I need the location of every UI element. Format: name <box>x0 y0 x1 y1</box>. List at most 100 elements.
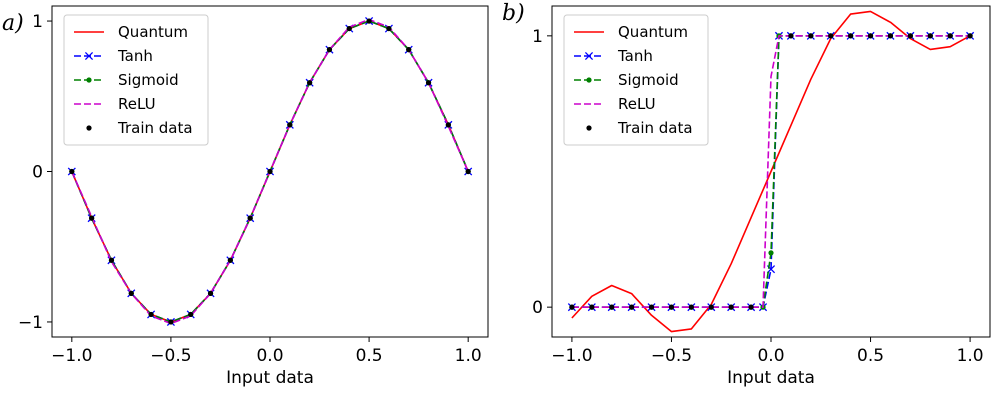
y-tick-label: 1 <box>32 12 43 32</box>
series-train-data-point <box>967 33 973 39</box>
legend-item-relu: ReLU <box>74 95 156 113</box>
series-train-data-point <box>445 122 451 128</box>
y-tick-label: 0 <box>32 163 43 183</box>
x-tick-label: 0.0 <box>757 346 784 366</box>
series-relu <box>571 34 971 309</box>
series-train-data-point <box>708 304 714 310</box>
legend-item-tanh: Tanh <box>74 47 153 65</box>
legend-marker-train-data <box>586 125 592 131</box>
legend-marker-sigmoid <box>86 77 92 83</box>
series-train-data-point <box>287 122 293 128</box>
series-train-data-point <box>188 311 194 318</box>
series-train-data-point <box>247 215 253 221</box>
series-train-data-point <box>346 25 352 32</box>
series-train-data-point <box>589 304 595 310</box>
legend-box <box>63 14 209 146</box>
series-train-data-point <box>89 215 95 221</box>
series-train-data-point <box>386 25 392 32</box>
x-tick-label: 1.0 <box>957 346 984 366</box>
panel-0: −1.0 −0.5 0.0 0.5 1.0 −1 0 1 Input data a) Quantum… <box>2 5 489 388</box>
series-train-data-point <box>148 311 154 318</box>
series-train-data-point <box>406 47 412 53</box>
legend-marker-train-data <box>86 125 92 131</box>
series-quantum <box>571 10 971 333</box>
series-quantum-line <box>571 10 971 333</box>
series-train-data-point <box>848 33 854 39</box>
legend-label-relu: ReLU <box>618 95 656 113</box>
legend-label-relu: ReLU <box>118 95 156 113</box>
x-tick-label: 0.5 <box>857 346 884 366</box>
series-train-data-point <box>867 33 874 39</box>
series-relu-line <box>571 34 971 309</box>
legend-item-train-data: Train data <box>86 119 193 137</box>
x-tick-label: −0.5 <box>651 346 692 366</box>
x-tick-label: −1.0 <box>51 346 92 366</box>
series-train-data-point <box>569 304 575 310</box>
series-train-data-point <box>728 304 734 310</box>
legend-marker-tanh <box>84 51 94 61</box>
series-train-data-point <box>907 33 913 39</box>
legend-label-tanh: Tanh <box>117 47 153 65</box>
y-tick-label: 1 <box>532 27 543 47</box>
x-tick-label: 0.5 <box>356 346 383 366</box>
legend-label-train-data: Train data <box>117 119 193 137</box>
legend-marker-sigmoid <box>586 77 592 83</box>
x-tick-label: −1.0 <box>551 346 592 366</box>
legend-label-sigmoid: Sigmoid <box>618 71 679 89</box>
series-train-data-point <box>788 33 794 39</box>
series-train-data-point <box>609 304 615 310</box>
series-train-data-point <box>326 47 333 53</box>
legend: Quantum Tanh Sigmoid ReLU Train data <box>563 14 709 146</box>
legend-item-quantum: Quantum <box>74 23 188 41</box>
series-train-data-point <box>465 168 471 175</box>
y-tick-label: −1 <box>18 313 43 333</box>
series-train-data-point <box>688 304 694 310</box>
series-train-data-point <box>108 257 115 263</box>
legend-label-sigmoid: Sigmoid <box>118 71 179 89</box>
series-train-data-point <box>927 33 933 39</box>
series-train-data-point <box>366 18 372 24</box>
series-train-data-point <box>629 304 635 310</box>
legend-box <box>563 14 709 146</box>
series-train-data-point <box>267 168 273 175</box>
series-train-data-point <box>207 290 214 296</box>
legend-item-relu: ReLU <box>574 95 656 113</box>
panel-label: a) <box>2 11 24 36</box>
x-tick-label: 1.0 <box>455 346 482 366</box>
legend-label-train-data: Train data <box>617 119 693 137</box>
legend: Quantum Tanh Sigmoid ReLU Train data <box>63 14 209 146</box>
x-axis-label: Input data <box>727 368 815 388</box>
series-train-data-point <box>168 319 174 325</box>
panel-1-plot-area <box>567 10 975 333</box>
legend-item-tanh: Tanh <box>574 47 653 65</box>
series-train-data-point <box>748 304 754 310</box>
panel-label: b) <box>502 1 525 26</box>
legend-item-train-data: Train data <box>586 119 693 137</box>
legend-item-sigmoid: Sigmoid <box>74 71 179 89</box>
y-tick-label: 0 <box>532 298 543 318</box>
x-tick-label: 0.0 <box>256 346 283 366</box>
x-axis-label: Input data <box>226 368 314 388</box>
series-train-data-point <box>227 257 233 263</box>
series-train-data <box>69 18 471 325</box>
series-train-data-point <box>808 33 814 39</box>
legend-label-quantum: Quantum <box>118 23 188 41</box>
series-train-data-point <box>425 80 432 86</box>
series-train-data-point <box>648 304 655 310</box>
legend-item-quantum: Quantum <box>574 23 688 41</box>
legend-label-quantum: Quantum <box>618 23 688 41</box>
series-train-data <box>569 33 973 310</box>
series-train-data-point <box>128 290 134 296</box>
series-train-data-point <box>947 33 953 39</box>
series-train-data-point <box>69 168 75 175</box>
series-train-data-point <box>307 80 313 86</box>
series-train-data-point <box>887 33 894 39</box>
series-sigmoid-point <box>768 250 774 256</box>
panel-1: −1.0 −0.5 0.0 0.5 1.0 0 1 Input data b) Quantum Ta… <box>502 1 991 388</box>
series-train-data-point <box>668 304 675 310</box>
panel-0-plot-area <box>67 16 473 327</box>
legend-label-tanh: Tanh <box>617 47 653 65</box>
legend-item-sigmoid: Sigmoid <box>574 71 679 89</box>
legend-marker-tanh <box>584 51 594 61</box>
